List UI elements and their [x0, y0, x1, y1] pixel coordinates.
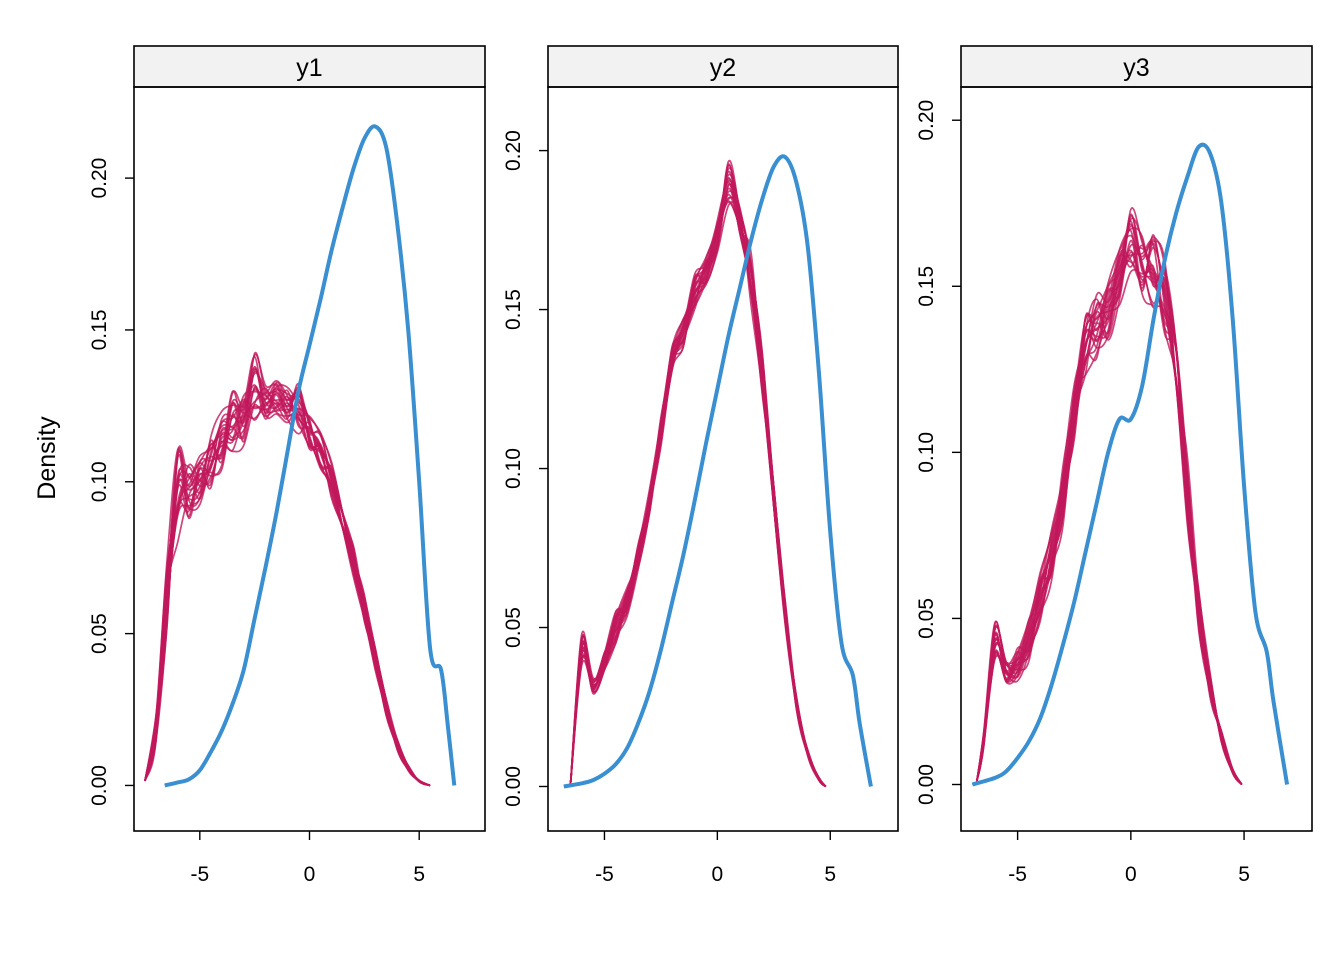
y-tick-label: 0.00	[88, 765, 111, 806]
observed-density-line	[563, 154, 873, 789]
imputed-curves-y1	[144, 124, 457, 788]
y-tick-label: 0.20	[88, 158, 111, 199]
imputed-density-line	[144, 370, 431, 787]
y-tick-label: 0.15	[502, 289, 525, 330]
imputed-density-line	[144, 392, 431, 787]
plot-frame-y1	[133, 86, 486, 832]
y-tick-label: 0.20	[502, 130, 525, 171]
imputed-density-line	[144, 372, 431, 787]
plot-frame-y2	[547, 86, 899, 832]
y-tick-label: 0.10	[502, 448, 525, 489]
imputed-curves-y3	[971, 142, 1290, 787]
imputed-curves-y2	[563, 154, 873, 789]
panels: y1 -5 0 5 0.00 0.05 0.10 0.15 0.20 y2 -5 0 5 0.00 0.05…	[88, 45, 1313, 886]
x-tick-label: -5	[1008, 863, 1027, 886]
x-tick-label: -5	[595, 863, 614, 886]
y-tick-label: 0.10	[88, 461, 111, 502]
x-tick-label: 0	[1125, 863, 1137, 886]
panel-y2: y2 -5 0 5 0.00 0.05 0.10 0.15 0.20	[502, 45, 899, 886]
plot-frame-y3	[960, 86, 1313, 832]
y-tick-label: 0.00	[502, 766, 525, 807]
y-tick-label: 0.10	[915, 432, 938, 473]
strip-label-y3: y3	[1123, 54, 1149, 82]
imputed-density-line	[976, 268, 1243, 785]
x-tick-label: -5	[190, 863, 209, 886]
observed-density-line	[971, 142, 1290, 787]
y-tick-label: 0.00	[915, 764, 938, 805]
x-tick-label: 5	[1238, 863, 1250, 886]
strip-y1	[133, 45, 486, 88]
imputed-density-line	[976, 217, 1243, 786]
imputed-density-line	[569, 163, 827, 788]
y-tick-label: 0.05	[915, 598, 938, 639]
y-tick-label: 0.05	[502, 607, 525, 648]
imputed-density-line	[569, 183, 827, 788]
y-axis-title: Density	[33, 416, 61, 500]
x-tick-label: 0	[304, 863, 316, 886]
imputed-density-line	[144, 379, 431, 787]
y-tick-label: 0.20	[915, 100, 938, 141]
y-tick-label: 0.05	[88, 613, 111, 654]
y-tick-label: 0.15	[915, 266, 938, 307]
imputed-density-line	[976, 227, 1243, 786]
x-tick-label: 5	[824, 863, 836, 886]
strip-y2	[547, 45, 899, 88]
y-tick-label: 0.15	[88, 310, 111, 351]
strip-label-y1: y1	[296, 54, 322, 82]
imputed-density-line	[976, 246, 1243, 786]
x-tick-label: 5	[413, 863, 425, 886]
x-tick-label: 0	[712, 863, 724, 886]
panel-y1: y1 -5 0 5 0.00 0.05 0.10 0.15 0.20	[88, 45, 486, 886]
observed-density-line	[164, 124, 457, 788]
panel-y3: y3 -5 0 5 0.00 0.05 0.10 0.15 0.20	[915, 45, 1313, 886]
strip-label-y2: y2	[710, 54, 736, 82]
